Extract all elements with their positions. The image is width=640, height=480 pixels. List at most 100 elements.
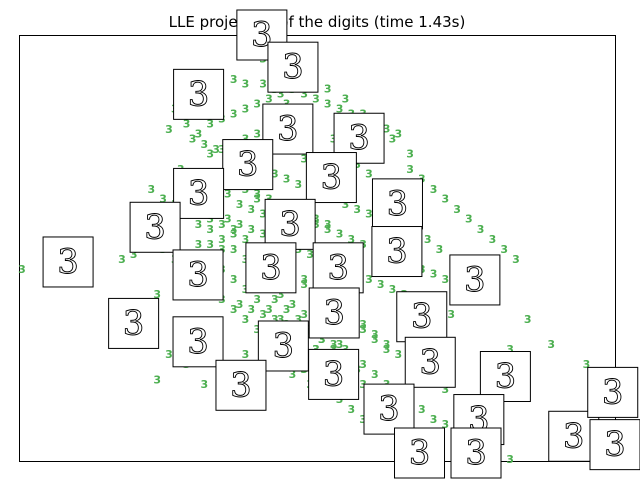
- data-point: 3: [265, 93, 273, 106]
- data-point: 3: [524, 313, 532, 326]
- data-point: 3: [195, 238, 203, 251]
- data-point: 3: [271, 168, 279, 181]
- thumbnail-frame: [363, 383, 415, 435]
- data-point: 3: [259, 308, 267, 321]
- thumbnail-frame: [394, 427, 446, 479]
- data-point: 3: [394, 128, 402, 141]
- thumbnail-frame: [371, 226, 423, 278]
- data-point: 3: [148, 183, 156, 196]
- thumbnail-digit: 3: [464, 260, 486, 300]
- thumbnail-frame: [589, 419, 640, 471]
- thumbnail-digit: 3: [187, 255, 209, 295]
- thumbnail-digit: 3: [409, 433, 431, 473]
- thumbnail-frame: [479, 351, 531, 403]
- thumbnail-frame: [587, 366, 639, 418]
- data-point: 3: [242, 102, 250, 115]
- data-point: 3: [353, 158, 361, 171]
- data-point: 3: [324, 218, 332, 231]
- thumbnail-digit: 3: [323, 293, 345, 333]
- data-point: 3: [359, 318, 367, 331]
- data-point: 3: [230, 223, 238, 236]
- data-point: 3: [465, 213, 473, 226]
- digit-thumbnail: 3: [308, 287, 360, 339]
- thumbnail-frame: [308, 348, 360, 400]
- plot-frame: [19, 35, 616, 462]
- thumbnail-digit: 3: [602, 372, 624, 412]
- data-point: 3: [306, 248, 314, 261]
- data-point: 3: [253, 323, 261, 336]
- data-point: 3: [183, 118, 191, 131]
- thumbnail-frame: [404, 336, 456, 388]
- data-point: 3: [359, 323, 367, 336]
- thumbnail-digit: 3: [230, 365, 252, 405]
- data-point: 3: [206, 148, 214, 161]
- data-point: 3: [300, 153, 308, 166]
- thumbnail-digit: 3: [348, 118, 370, 158]
- data-point: 3: [324, 98, 332, 111]
- thumbnail-digit: 3: [378, 389, 400, 429]
- thumbnail-frame: [173, 68, 225, 120]
- thumbnail-digit: 3: [323, 354, 345, 394]
- data-point: 3: [318, 333, 326, 346]
- data-point: 3: [200, 378, 208, 391]
- thumbnail-digit: 3: [327, 248, 349, 288]
- thumbnail-frame: [308, 287, 360, 339]
- data-point: 3: [442, 193, 450, 206]
- data-point: 3: [242, 348, 250, 361]
- thumbnail-digit: 3: [282, 47, 304, 87]
- data-point: 3: [406, 148, 414, 161]
- data-point: 3: [200, 138, 208, 151]
- data-point: 3: [506, 453, 514, 466]
- data-point: 3: [389, 283, 397, 296]
- data-point: 3: [442, 418, 450, 431]
- thumbnail-frame: [173, 167, 225, 219]
- data-point: 3: [342, 93, 350, 106]
- digit-thumbnail: 3: [396, 291, 448, 343]
- thumbnail-frame: [129, 201, 181, 253]
- digit-thumbnail: 3: [449, 254, 501, 306]
- data-point: 3: [236, 298, 244, 311]
- data-point: 3: [342, 198, 350, 211]
- data-point: 3: [212, 143, 220, 156]
- data-point: 3: [153, 288, 161, 301]
- data-point: 3: [265, 303, 273, 316]
- digit-thumbnail: 3: [308, 348, 360, 400]
- data-point: 3: [359, 378, 367, 391]
- data-point: 3: [130, 248, 138, 261]
- data-point: 3: [253, 128, 261, 141]
- data-point: 3: [300, 278, 308, 291]
- data-point: 3: [347, 403, 355, 416]
- data-point: 3: [153, 373, 161, 386]
- data-point: 3: [424, 233, 432, 246]
- thumbnail-digit: 3: [465, 433, 487, 473]
- data-point: 3: [206, 118, 214, 131]
- data-point: 3: [383, 338, 391, 351]
- thumbnail-digit: 3: [188, 74, 210, 114]
- data-point: 3: [365, 168, 373, 181]
- data-point: 3: [489, 233, 497, 246]
- data-point: 3: [236, 198, 244, 211]
- data-point: 3: [324, 82, 332, 95]
- data-point: 3: [389, 133, 397, 146]
- digit-thumbnail: 3: [264, 198, 316, 250]
- thumbnail-digit: 3: [563, 416, 585, 456]
- thumbnail-digit: 3: [123, 303, 145, 343]
- data-point: 3: [18, 263, 26, 276]
- data-point: 3: [477, 223, 485, 236]
- digit-thumbnail: 3: [371, 226, 423, 278]
- data-point: 3: [312, 218, 320, 231]
- data-point: 3: [430, 183, 438, 196]
- data-point: 3: [259, 228, 267, 241]
- digit-thumbnail: 3: [394, 427, 446, 479]
- data-point: 3: [218, 233, 226, 246]
- data-point: 3: [547, 338, 555, 351]
- data-point: 3: [371, 333, 379, 346]
- thumbnail-frame: [215, 359, 267, 411]
- thumbnail-digit: 3: [386, 232, 408, 272]
- thumbnail-frame: [312, 242, 364, 294]
- data-point: 3: [259, 208, 267, 221]
- data-point: 3: [300, 87, 308, 100]
- thumbnail-digit: 3: [419, 342, 441, 382]
- digit-thumbnail: 3: [450, 427, 502, 479]
- digit-thumbnail: 3: [267, 41, 319, 93]
